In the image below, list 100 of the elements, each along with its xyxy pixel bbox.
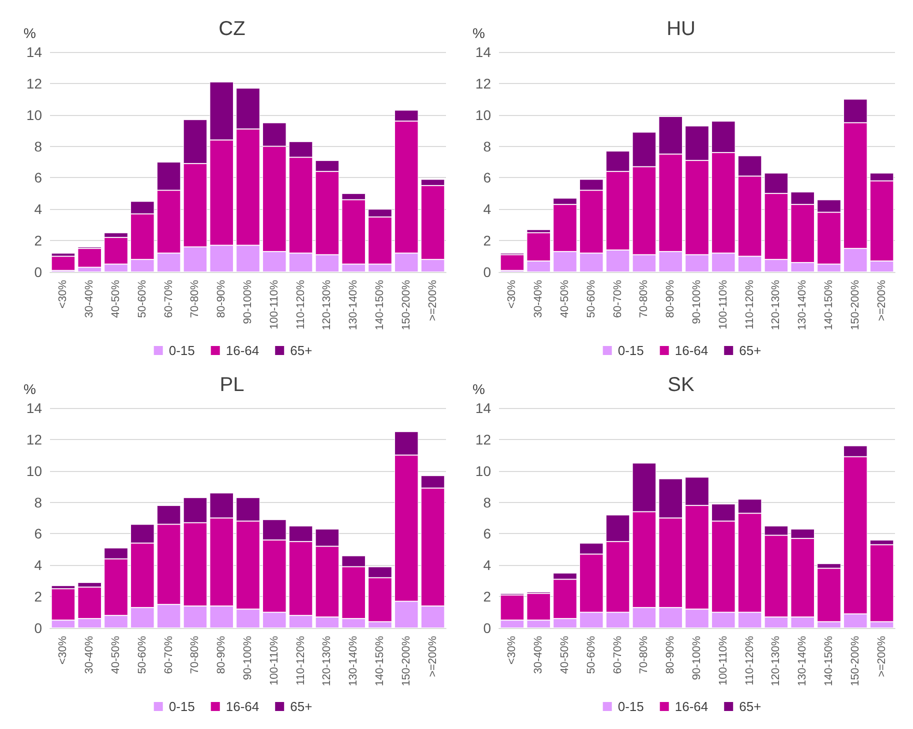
x-tick-label: 110-120% <box>294 636 307 686</box>
x-tick-label: 80-90% <box>664 636 677 674</box>
x-tick-label: 100-110% <box>717 636 730 686</box>
y-tick-label: 12 <box>475 75 492 92</box>
x-tick-label: 140-150% <box>374 280 386 330</box>
y-tick-label: 0 <box>483 620 492 636</box>
x-tick-label: 30-40% <box>532 636 545 674</box>
x-tick-label: 70-80% <box>189 280 202 318</box>
legend-label: 65+ <box>290 699 312 714</box>
x-tick-label: 40-50% <box>110 636 122 674</box>
y-tick-label: 10 <box>475 106 492 123</box>
x-tick-label: 80-90% <box>216 280 228 318</box>
x-tick-label: 60-70% <box>612 280 624 318</box>
x-tick-label: 70-80% <box>638 636 650 674</box>
x-tick-label: 50-60% <box>136 636 148 674</box>
chart-title: CZ <box>218 18 246 40</box>
y-tick-label: 0 <box>34 620 42 636</box>
x-tick-label: >=200% <box>426 636 439 677</box>
x-tick-label: 90-100% <box>691 280 703 324</box>
legend-label: 0-15 <box>168 343 195 358</box>
y-tick-label: 14 <box>26 400 42 416</box>
x-tick-label: <30% <box>57 636 70 664</box>
y-axis-title: % <box>472 381 485 397</box>
y-tick-label: 4 <box>483 557 492 574</box>
y-tick-label: 12 <box>26 75 42 92</box>
legend-label: 16-64 <box>674 699 708 714</box>
x-tick-label: 110-120% <box>744 280 756 330</box>
y-tick-label: 12 <box>475 431 492 448</box>
legend-label: 65+ <box>739 699 762 714</box>
legend-label: 16-64 <box>226 343 260 358</box>
y-tick-label: 8 <box>34 138 42 154</box>
x-tick-label: 110-120% <box>744 636 756 686</box>
x-tick-label: 30-40% <box>84 280 96 318</box>
y-tick-label: 2 <box>483 232 492 249</box>
y-axis-title: % <box>24 381 36 397</box>
y-tick-label: 6 <box>34 170 42 186</box>
x-tick-label: <30% <box>57 280 70 308</box>
y-tick-label: 14 <box>475 44 492 60</box>
x-tick-label: 90-100% <box>242 280 254 324</box>
y-tick-label: 2 <box>34 588 42 605</box>
x-tick-label: 100-110% <box>268 636 280 686</box>
y-tick-label: 6 <box>34 526 42 542</box>
x-tick-label: 50-60% <box>136 280 148 318</box>
x-tick-label: >=200% <box>426 280 439 321</box>
bar <box>51 256 76 270</box>
x-tick-label: 80-90% <box>664 280 677 318</box>
x-tick-label: 120-130% <box>770 280 782 330</box>
x-tick-label: 150-200% <box>400 280 412 330</box>
x-tick-label: 140-150% <box>823 280 835 330</box>
x-tick-label: 40-50% <box>559 636 571 674</box>
x-tick-label: 140-150% <box>374 636 386 686</box>
x-tick-label: 100-110% <box>268 280 280 330</box>
x-tick-label: 130-140% <box>796 280 809 330</box>
legend-label: 65+ <box>290 343 312 358</box>
x-tick-label: >=200% <box>876 280 888 321</box>
x-tick-label: 70-80% <box>638 280 650 318</box>
y-tick-label: 12 <box>26 431 42 448</box>
x-tick-label: 90-100% <box>242 636 254 680</box>
x-tick-label: 100-110% <box>717 280 730 330</box>
y-axis-title: % <box>24 25 36 41</box>
x-tick-label: 150-200% <box>849 280 862 330</box>
chart-title: HU <box>666 18 696 40</box>
x-tick-label: 50-60% <box>585 636 598 674</box>
x-tick-label: 70-80% <box>189 636 202 674</box>
x-tick-label: 130-140% <box>348 636 360 686</box>
x-tick-label: 60-70% <box>612 636 624 674</box>
y-tick-label: 8 <box>483 138 492 154</box>
chart-title: PL <box>220 374 244 396</box>
y-tick-label: 6 <box>483 170 492 186</box>
x-tick-label: 130-140% <box>348 280 360 330</box>
y-tick-label: 0 <box>483 264 492 280</box>
x-tick-label: >=200% <box>876 636 888 677</box>
legend-label: 0-15 <box>618 699 644 714</box>
x-tick-label: 50-60% <box>585 280 598 318</box>
x-tick-label: 120-130% <box>321 280 334 330</box>
x-tick-label: 150-200% <box>849 636 862 686</box>
y-tick-label: 14 <box>475 400 492 416</box>
y-tick-label: 4 <box>483 201 492 218</box>
y-tick-label: 2 <box>483 588 492 605</box>
y-tick-label: 6 <box>483 526 492 542</box>
y-tick-label: 14 <box>26 44 42 60</box>
x-tick-label: <30% <box>506 280 518 308</box>
x-tick-label: 30-40% <box>84 636 96 674</box>
y-tick-label: 8 <box>483 494 492 510</box>
y-tick-label: 8 <box>34 494 42 510</box>
x-tick-label: 140-150% <box>823 636 835 686</box>
legend-label: 0-15 <box>168 699 195 714</box>
x-tick-label: 60-70% <box>162 636 175 674</box>
bar <box>500 254 524 270</box>
legend-label: 0-15 <box>618 343 644 358</box>
legend-label: 16-64 <box>226 699 260 714</box>
x-tick-label: 120-130% <box>770 636 782 686</box>
y-tick-label: 2 <box>34 232 42 249</box>
y-tick-label: 0 <box>34 264 42 280</box>
x-tick-label: 40-50% <box>559 280 571 318</box>
y-tick-label: 10 <box>26 106 42 123</box>
x-tick-label: <30% <box>506 636 518 664</box>
x-tick-label: 110-120% <box>294 280 307 330</box>
x-tick-label: 150-200% <box>400 636 412 686</box>
x-tick-label: 90-100% <box>691 636 703 680</box>
